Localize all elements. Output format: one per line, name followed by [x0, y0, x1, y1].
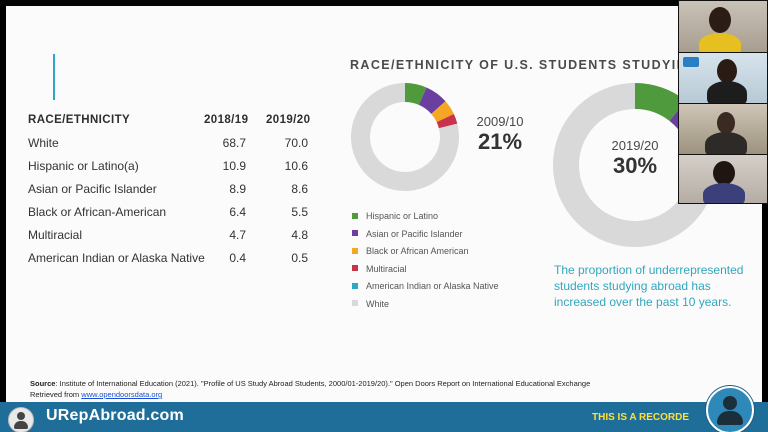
donut-value-2019: 30% [612, 153, 658, 178]
participant-video-3[interactable] [678, 103, 768, 155]
row-2019: 8.6 [291, 182, 308, 196]
avatar-head [723, 396, 737, 410]
table-row: Black or African-American 6.4 5.5 [28, 201, 320, 224]
table-header-row: RACE/ETHNICITY 2018/19 2019/20 [28, 110, 320, 130]
legend-swatch [352, 247, 358, 254]
legend-label: American Indian or Alaska Native [366, 281, 499, 291]
row-2018: 0.4 [229, 251, 246, 265]
legend-label: Black or African American [366, 246, 469, 256]
legend-item: White [352, 296, 499, 314]
donut-year-2009: 2009/10 [476, 114, 524, 129]
participant-body [703, 183, 745, 203]
row-label: Asian or Pacific Islander [28, 182, 157, 196]
legend-label: White [366, 298, 390, 309]
participant-head [717, 112, 735, 134]
participant-video-2[interactable] [678, 52, 768, 104]
legend-label: Hispanic or Latino [366, 211, 439, 221]
accent-line [53, 54, 55, 100]
header-2019: 2019/20 [266, 114, 311, 126]
source-label: Source [30, 379, 56, 388]
source-citation: Source: Institute of International Educa… [30, 378, 750, 400]
row-label: Black or African-American [28, 205, 167, 219]
table-row: Asian or Pacific Islander 8.9 8.6 [28, 178, 320, 201]
donut-year-2019: 2019/20 [611, 138, 659, 153]
legend-item: American Indian or Alaska Native [352, 278, 499, 296]
legend-item: Black or African American [352, 243, 499, 261]
row-2018: 6.4 [229, 205, 246, 219]
legend-item: Hispanic or Latino [352, 208, 499, 226]
participant-body [699, 33, 741, 52]
donut-slice-hispanic-or-latino [634, 83, 686, 122]
presentation-slide: RACE/ETHNICITY 2018/19 2019/20 White 68.… [6, 6, 762, 402]
row-label: American Indian or Alaska Native [28, 251, 205, 265]
participant-head [709, 7, 731, 33]
donut-chart-2009 [351, 83, 459, 191]
legend-swatch [352, 265, 358, 272]
legend-swatch [352, 212, 358, 219]
row-2019: 0.5 [291, 251, 308, 265]
row-2018: 10.9 [222, 159, 246, 173]
row-2019: 5.5 [291, 205, 308, 219]
row-2018: 68.7 [222, 136, 246, 150]
table-row: White 68.7 70.0 [28, 132, 320, 155]
participant-video-1[interactable] [678, 0, 768, 53]
row-label: Hispanic or Latino(a) [28, 159, 139, 173]
row-2019: 10.6 [284, 159, 308, 173]
ethnicity-table: RACE/ETHNICITY 2018/19 2019/20 White 68.… [28, 110, 320, 270]
presenter-avatar-icon [706, 386, 754, 432]
logo-head [17, 412, 25, 420]
participant-body [707, 81, 747, 103]
donut-slice-multiracial [436, 114, 458, 129]
legend-swatch [352, 230, 358, 237]
row-label: Multiracial [28, 228, 83, 242]
table-row: American Indian or Alaska Native 0.4 0.5 [28, 247, 320, 270]
row-label: White [28, 136, 59, 150]
header-2018: 2018/19 [204, 114, 249, 126]
recorded-notice: THIS IS A RECORDE [592, 412, 690, 423]
donut-slice-asian-or-pacific-islander [418, 87, 446, 115]
legend-item: Asian or Pacific Islander [352, 226, 499, 244]
brand-logo-icon [8, 407, 34, 432]
source-text: : Institute of International Education (… [55, 379, 591, 388]
participant-video-4[interactable] [678, 154, 768, 204]
header-race: RACE/ETHNICITY [28, 114, 131, 126]
legend-swatch [352, 300, 358, 307]
source-link[interactable]: www.opendoorsdata.org [81, 390, 163, 399]
table-row: Hispanic or Latino(a) 10.9 10.6 [28, 155, 320, 178]
chart-legend: Hispanic or Latino Asian or Pacific Isla… [352, 208, 499, 313]
legend-item: Multiracial [352, 261, 499, 279]
video-logo-icon [683, 57, 699, 67]
legend-label: Multiracial [366, 263, 407, 274]
row-2019: 70.0 [284, 136, 308, 150]
insight-text: The proportion of underrepresented stude… [554, 263, 744, 309]
footer-banner: URepAbroad.com THIS IS A RECORDE [0, 402, 768, 432]
participant-head [713, 161, 735, 185]
source-retrieved: Retrieved from [30, 390, 82, 399]
donut-value-2009: 21% [477, 129, 523, 154]
donut-label-2019: 2019/20 30% [597, 138, 673, 179]
donut-slice-white [351, 83, 459, 191]
row-2019: 4.8 [291, 228, 308, 242]
avatar-body [717, 411, 743, 425]
participant-head [717, 59, 737, 83]
donut-slice-hispanic-or-latino [404, 83, 427, 106]
donut-label-2009: 2009/10 21% [468, 114, 532, 155]
table-row: Multiracial 4.7 4.8 [28, 224, 320, 247]
chart-title: RACE/ETHNICITY OF U.S. STUDENTS STUDYING… [350, 58, 713, 72]
logo-body [14, 421, 28, 429]
top-bar [0, 0, 768, 6]
participant-body [705, 132, 747, 154]
row-2018: 8.9 [229, 182, 246, 196]
footer-brand[interactable]: URepAbroad.com [46, 407, 184, 424]
legend-swatch [352, 282, 358, 289]
legend-label: Asian or Pacific Islander [366, 228, 463, 239]
row-2018: 4.7 [229, 228, 246, 242]
donut-slice-black-or-african-american [431, 101, 454, 123]
